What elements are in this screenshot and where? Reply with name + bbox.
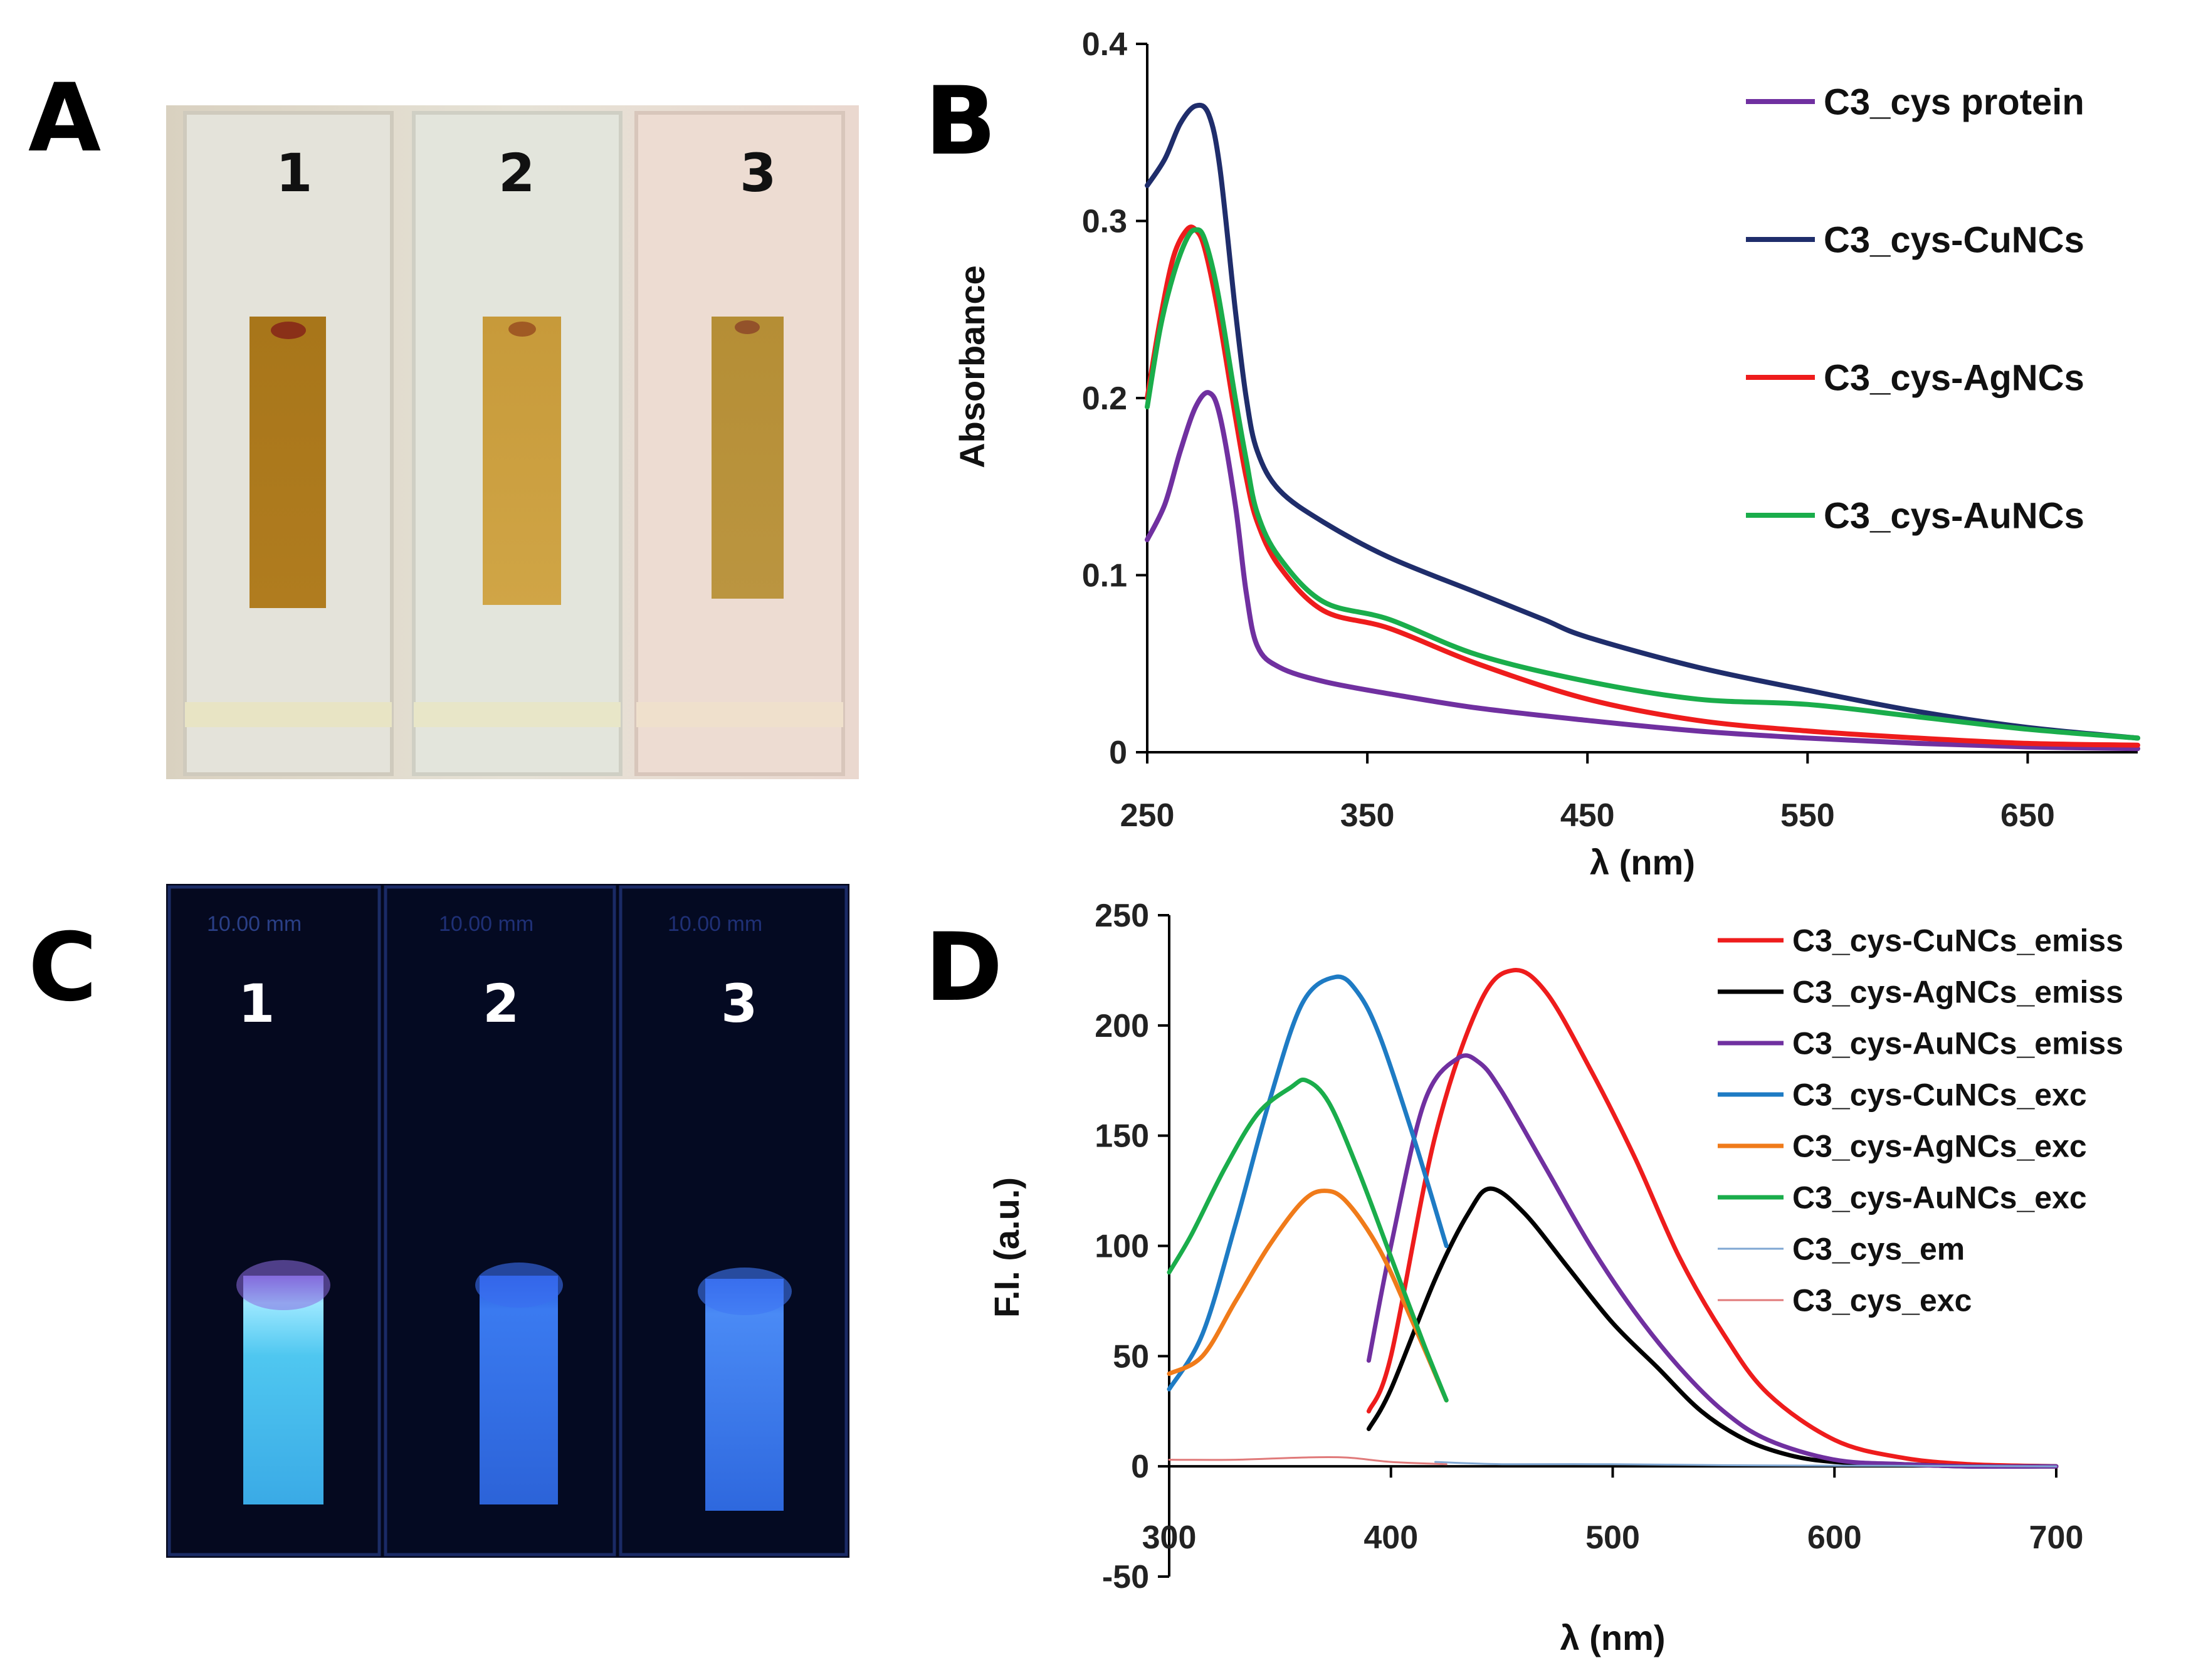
abs-y-tick-label: 0.3 xyxy=(1082,204,1127,240)
fl-legend-label-1: C3_cys-CuNCs_emiss xyxy=(1792,923,2123,958)
abs-y-tick-label: 0.2 xyxy=(1082,381,1127,417)
abs-x-axis-title: λ (nm) xyxy=(1590,843,1695,882)
panel-b-letter: B xyxy=(925,67,996,176)
cuvette-1-path-label: 10.00 mm xyxy=(207,912,302,936)
fl-series-line-2 xyxy=(1366,1186,2059,1469)
cuvette-2-path-label: 10.00 mm xyxy=(439,912,533,936)
fl-legend-label-3: C3_cys-AuNCs_emiss xyxy=(1792,1026,2123,1061)
cuvette-2-label-c: 2 xyxy=(483,973,519,1034)
cuvette-3-glow-top xyxy=(698,1268,792,1315)
fl-y-tick-label: -50 xyxy=(1102,1559,1149,1595)
cuvette-2-meniscus xyxy=(508,322,536,337)
abs-series-line-1 xyxy=(1145,390,2140,752)
absorbance-chart: 0 0.1 0.2 0.3 0.4 250 350 450 550 650 λ (nm) Absorb… xyxy=(952,26,2140,882)
fl-legend-label-8: C3_cys_exc xyxy=(1792,1283,1972,1318)
fl-x-tick-label: 600 xyxy=(1807,1520,1862,1556)
cuvette-1-glow-top xyxy=(236,1260,330,1310)
abs-series-line-3 xyxy=(1145,224,2140,748)
cuvette-3-meniscus xyxy=(735,320,760,334)
abs-legend-label-4: C3_cys-AuNCs xyxy=(1824,495,2084,536)
fl-x-tick-label: 300 xyxy=(1142,1520,1197,1556)
abs-x-tick-label: 450 xyxy=(1560,797,1615,834)
cuvette-3-glow xyxy=(705,1279,784,1511)
fl-y-tick-label: 50 xyxy=(1113,1338,1149,1375)
fl-y-tick-label: 250 xyxy=(1095,898,1149,934)
abs-legend-label-3: C3_cys-AgNCs xyxy=(1824,357,2084,398)
cuvette-3-label-c: 3 xyxy=(721,973,757,1034)
abs-x-tick-label: 650 xyxy=(2000,797,2055,834)
abs-series-line-2 xyxy=(1145,102,2140,741)
fl-series-line-5 xyxy=(1167,1189,1449,1403)
cuvette-2-label: 2 xyxy=(498,142,535,204)
fl-series-line-8 xyxy=(1168,1456,1448,1466)
cuvette-3-base xyxy=(636,702,843,727)
fl-y-tick-label: 0 xyxy=(1131,1449,1149,1485)
fl-legend-label-2: C3_cys-AgNCs_emiss xyxy=(1792,975,2123,1010)
abs-y-tick-label: 0.4 xyxy=(1082,26,1127,63)
panel-b: B 0 0.1 0.2 0.3 0.4 250 350 450 550 650 λ (nm) Abso… xyxy=(925,26,2140,882)
cuvette-1-glow xyxy=(243,1276,323,1504)
fl-series-line-4 xyxy=(1167,974,1449,1392)
fl-x-tick-label: 500 xyxy=(1585,1520,1640,1556)
fl-series-line-3 xyxy=(1366,1053,2059,1469)
fl-y-tick-label: 150 xyxy=(1095,1118,1149,1155)
fl-y-axis-title: F.I. (a.u.) xyxy=(987,1177,1026,1318)
fl-series-line-7 xyxy=(1434,1461,2057,1467)
fl-y-tick-label: 200 xyxy=(1095,1008,1149,1044)
cuvette-3-label: 3 xyxy=(740,142,776,204)
cuvette-1-base xyxy=(185,702,392,727)
cuvette-3-liquid xyxy=(712,317,784,599)
fl-x-axis-title: λ (nm) xyxy=(1560,1618,1666,1657)
cuvette-1-meniscus xyxy=(271,322,306,339)
cuvette-2-liquid xyxy=(483,317,561,605)
panel-c: C 10.00 mm 10.00 mm 10.00 mm 1 2 3 xyxy=(28,884,849,1558)
abs-x-tick-label: 350 xyxy=(1340,797,1395,834)
fl-series-line-1 xyxy=(1366,967,2059,1469)
fl-legend-label-7: C3_cys_em xyxy=(1792,1232,1965,1267)
abs-legend-label-2: C3_cys-CuNCs xyxy=(1824,219,2084,260)
fl-x-tick-label: 700 xyxy=(2029,1520,2084,1556)
cuvette-1-label: 1 xyxy=(276,142,312,204)
fluorescence-chart: -50 0 50 100 150 200 250 300 400 500 600 700 λ (nm) F… xyxy=(987,898,2123,1657)
cuvette-2-glow xyxy=(480,1276,558,1504)
panel-d: D -50 0 50 100 150 200 250 300 400 500 600 700 λ (nm… xyxy=(925,898,2123,1657)
fl-series-line-6 xyxy=(1167,1077,1449,1403)
cuvette-1-liquid xyxy=(250,317,326,608)
panel-a: A 1 2 3 xyxy=(28,64,859,779)
cuvette-1-label-c: 1 xyxy=(238,973,275,1034)
cuvette-2-glow-top xyxy=(475,1263,563,1308)
panel-d-letter: D xyxy=(925,913,1003,1022)
abs-series-line-4 xyxy=(1145,227,2140,741)
fl-x-tick-label: 400 xyxy=(1364,1520,1418,1556)
abs-y-tick-label: 0.1 xyxy=(1082,558,1127,594)
abs-x-tick-label: 550 xyxy=(1780,797,1835,834)
fl-legend-label-5: C3_cys-AgNCs_exc xyxy=(1792,1129,2087,1164)
abs-x-tick-label: 250 xyxy=(1120,797,1175,834)
cuvette-2-base xyxy=(414,702,621,727)
panel-a-letter: A xyxy=(28,64,101,173)
fl-legend-label-6: C3_cys-AuNCs_exc xyxy=(1792,1180,2087,1215)
fl-y-tick-label: 100 xyxy=(1095,1229,1149,1265)
abs-legend-label-1: C3_cys protein xyxy=(1824,81,2084,122)
fl-legend-label-4: C3_cys-CuNCs_exc xyxy=(1792,1078,2087,1113)
abs-y-tick-label: 0 xyxy=(1109,735,1127,771)
abs-y-axis-title: Absorbance xyxy=(952,265,992,468)
cuvette-3-path-label: 10.00 mm xyxy=(668,912,762,936)
panel-c-letter: C xyxy=(28,913,97,1022)
